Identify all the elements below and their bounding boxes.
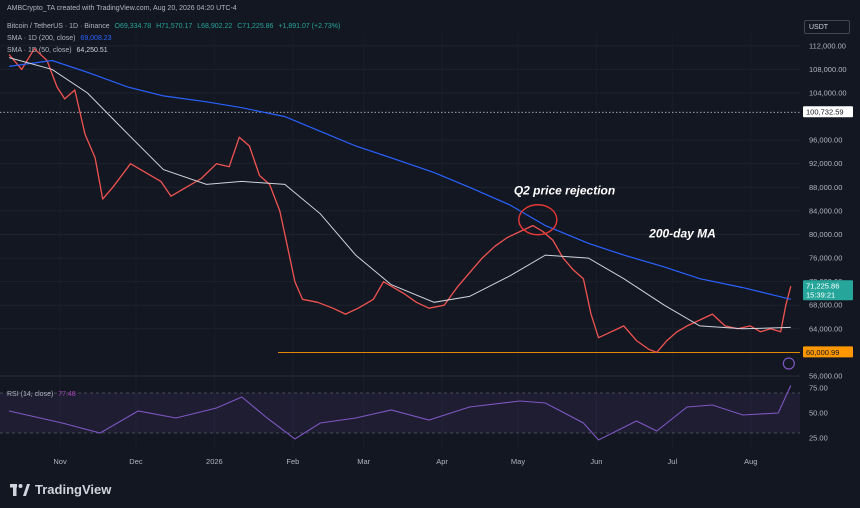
price-axis-countdown: 15:39:21 (806, 291, 835, 300)
y-tick-label: 108,000.00 (809, 65, 847, 74)
price-axis-tag (803, 106, 853, 118)
rsi-legend[interactable]: RSI (14, close) 77.48 (7, 391, 79, 398)
rsi-label: RSI (14, close) (7, 391, 54, 398)
x-tick-label: Jul (668, 457, 678, 466)
y-tick-label: 88,000.00 (809, 183, 842, 192)
rejection-circle (518, 204, 558, 236)
x-tick-label: Nov (53, 457, 67, 466)
tradingview-logo-icon (10, 483, 30, 496)
price-axis-label: 71,225.86 (806, 282, 839, 291)
rsi-tick-label: 25.00 (809, 434, 828, 443)
y-tick-label: 68,000.00 (809, 301, 842, 310)
annotation-200-day-ma: 200-day MA (648, 226, 716, 240)
tradingview-logo: TradingView (10, 482, 111, 497)
y-tick-label: 64,000.00 (809, 324, 842, 333)
ma50-label: SMA · 1D (50, close) (7, 47, 72, 54)
x-tick-label: Aug (744, 457, 757, 466)
brand-name: TradingView (35, 482, 112, 497)
y-tick-label: 104,000.00 (809, 88, 847, 97)
x-tick-label: Jun (590, 457, 602, 466)
chart-credit: AMBCrypto_TA created with TradingView.co… (7, 5, 237, 12)
rsi-line (8, 385, 792, 441)
price-line (8, 48, 792, 354)
x-tick-label: Mar (357, 457, 370, 466)
y-tick-label: 112,000.00 (809, 41, 846, 50)
price-change: +1,891.07 (+2.73%) (278, 23, 341, 30)
x-tick-label: 2026 (206, 457, 223, 466)
ma200-label: SMA · 1D (200, close) (7, 35, 76, 42)
x-tick-label: Apr (436, 457, 448, 466)
y-tick-label: 92,000.00 (809, 159, 842, 168)
symbol-name: Bitcoin / TetherUS · 1D · Binance (7, 23, 110, 30)
price-axis-tag (803, 280, 853, 301)
ohlc-low: L68,902.22 (197, 23, 233, 30)
rsi-tick-label: 75.00 (809, 384, 828, 393)
ma200-line (9, 59, 791, 300)
price-axis-tag (803, 346, 853, 358)
y-tick-label: 76,000.00 (809, 254, 842, 263)
y-tick-label: 80,000.00 (809, 230, 842, 239)
ohlc-open: O69,334.78 (114, 23, 152, 30)
ma50-line (8, 57, 791, 330)
rsi-band (0, 393, 800, 433)
ma200-legend[interactable]: SMA · 1D (200, close) 69,008.23 (7, 35, 115, 42)
symbol-legend[interactable]: Bitcoin / TetherUS · 1D · Binance O69,33… (7, 23, 343, 30)
y-tick-label: 96,000.00 (809, 136, 842, 145)
ma50-legend[interactable]: SMA · 1D (50, close) 64,250.51 (7, 47, 111, 54)
price-axis-label: 100,732.59 (806, 108, 844, 117)
y-tick-label: 56,000.00 (809, 372, 842, 381)
currency-selector[interactable]: USDT (804, 20, 850, 34)
annotation-q2-rejection: Q2 price rejection (514, 184, 615, 198)
price-axis-label: 60,000.99 (806, 348, 839, 357)
ohlc-close: C71,225.86 (237, 23, 274, 30)
x-tick-label: Dec (129, 457, 143, 466)
rsi-value: 77.48 (58, 391, 76, 398)
x-tick-label: Feb (286, 457, 299, 466)
rsi-tick-label: 50.00 (809, 409, 828, 418)
ohlc-high: H71,570.17 (156, 23, 193, 30)
y-tick-label: 84,000.00 (809, 206, 842, 215)
rsi-alert-icon (782, 357, 795, 370)
x-tick-label: May (511, 457, 525, 466)
ma50-value: 64,250.51 (76, 47, 108, 54)
ma200-value: 69,008.23 (80, 35, 112, 42)
